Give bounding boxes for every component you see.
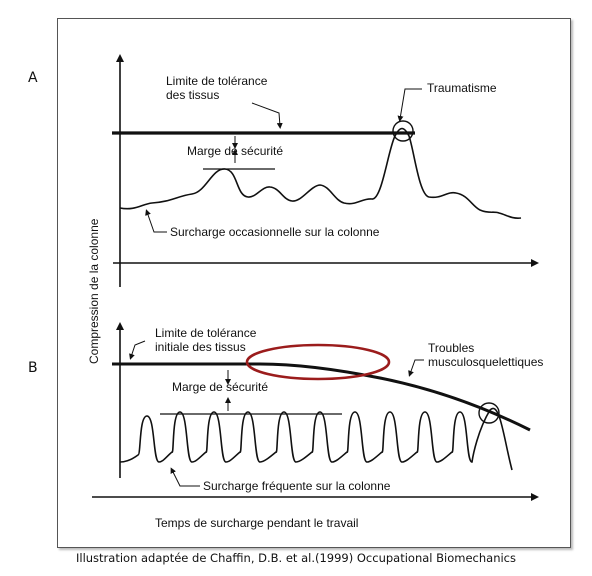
panel-a-load-leader bbox=[145, 209, 167, 233]
panel-b-tolerance-leader bbox=[129, 340, 146, 360]
panel-a-trauma-leader bbox=[397, 88, 422, 122]
panel-b-letter: B bbox=[28, 360, 38, 376]
panel-b-margin-label: Marge de sécurité bbox=[172, 380, 268, 394]
panel-a-trauma-circle bbox=[392, 120, 414, 142]
x-axis-label: Temps de surcharge pendant le travail bbox=[155, 516, 358, 530]
panel-b-tolerance-label-1: Limite de tolérance bbox=[155, 326, 257, 340]
panel-b-disorder-label-1: Troubles bbox=[428, 341, 474, 355]
panel-b-tolerance-label-2: initiale des tissus bbox=[155, 340, 246, 354]
panel-a: Limite de tolérance des tissus Traumatis… bbox=[112, 54, 539, 287]
panel-a-margin-label: Marge de sécurité bbox=[187, 144, 283, 158]
panel-b-disorder-leader bbox=[408, 359, 424, 377]
panel-b: Limite de tolérance initiale des tissus … bbox=[92, 322, 543, 501]
panel-a-tolerance-leader bbox=[251, 102, 283, 129]
panel-b-tolerance-curve bbox=[112, 362, 531, 432]
panel-b-load-leader bbox=[170, 467, 200, 487]
panel-a-trauma-label: Traumatisme bbox=[427, 81, 497, 95]
panel-a-load-label: Surcharge occasionnelle sur la colonne bbox=[170, 225, 380, 239]
panel-b-disorder-label-2: musculosquelettiques bbox=[428, 355, 543, 369]
panel-b-disorder-circle bbox=[478, 402, 500, 424]
panel-b-load-label: Surcharge fréquente sur la colonne bbox=[203, 479, 391, 493]
figure-caption: Illustration adaptée de Chaffin, D.B. et… bbox=[75, 551, 516, 565]
panel-a-load-curve bbox=[119, 127, 522, 219]
panel-a-tolerance-label-1: Limite de tolérance bbox=[166, 74, 268, 88]
panel-b-highlight-ellipse bbox=[245, 343, 391, 381]
panel-a-letter: A bbox=[28, 70, 38, 86]
panel-b-load-curve bbox=[119, 407, 513, 471]
figure-frame bbox=[57, 18, 571, 548]
y-axis-label: Compression de la colonne bbox=[87, 218, 101, 364]
panel-a-tolerance-label-2: des tissus bbox=[166, 88, 219, 102]
